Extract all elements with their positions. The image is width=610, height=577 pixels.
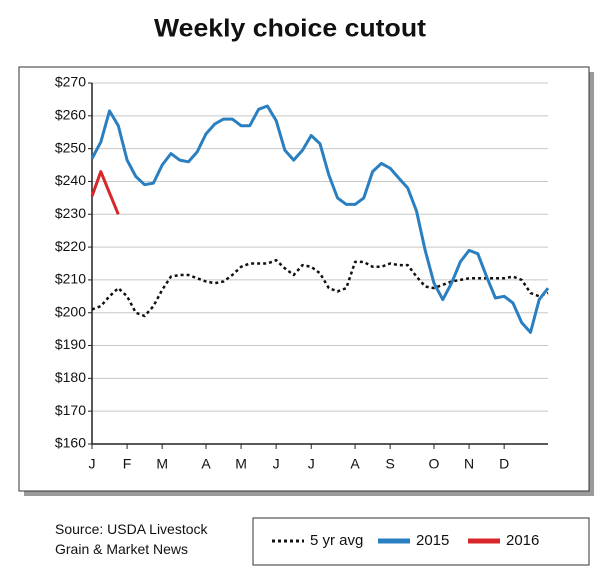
x-tick-label: J	[273, 456, 280, 472]
x-tick-label: N	[464, 456, 474, 472]
line-series	[90, 104, 550, 334]
source: Source: USDA Livestock Grain & Market New…	[55, 521, 209, 557]
x-tick-label: M	[156, 456, 168, 472]
y-tick-label: $200	[55, 303, 86, 319]
y-tick-label: $190	[55, 336, 86, 352]
legend	[252, 517, 590, 566]
y-tick-label: $210	[55, 271, 86, 287]
chart-title: Weekly choice cutout	[154, 15, 427, 43]
x-tick-label: D	[499, 456, 509, 472]
y-tick-label: $260	[55, 107, 86, 123]
y-tick-label: $230	[55, 205, 86, 221]
x-tick-label: J	[89, 456, 96, 472]
x-tick-label: F	[123, 456, 132, 472]
y-tick-label: $250	[55, 139, 86, 155]
x-tick-label: A	[350, 456, 360, 472]
legend-label: 2016	[506, 532, 539, 549]
x-tick-label: J	[308, 456, 315, 472]
x-tick-label: M	[235, 456, 247, 472]
y-tick-label: $180	[55, 369, 86, 385]
y-tick-label: $160	[55, 435, 86, 451]
y-tick-label: $170	[55, 402, 86, 418]
y-tick-label: $270	[55, 74, 86, 90]
line-series	[91, 258, 549, 318]
line-series	[90, 170, 120, 215]
y-tick-label: $240	[55, 172, 86, 188]
legend-label: 2015	[416, 532, 449, 549]
legend-label: 5 yr avg	[310, 532, 363, 549]
frame	[18, 66, 590, 492]
y-tick-label: $220	[55, 238, 86, 254]
x-tick-label: O	[429, 456, 440, 472]
x-tick-label: S	[385, 456, 394, 472]
x-tick-label: A	[201, 456, 211, 472]
